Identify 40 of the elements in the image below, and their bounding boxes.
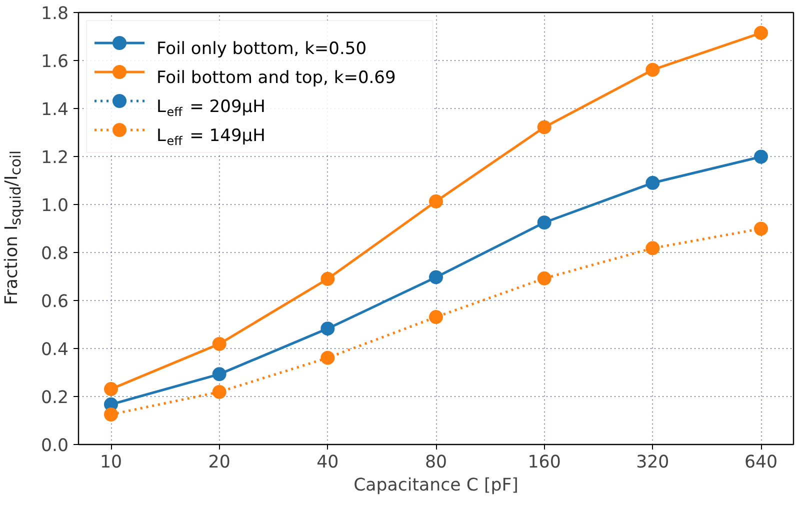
x-tick-label: 640 — [744, 452, 778, 472]
point — [754, 222, 768, 236]
point — [646, 176, 660, 190]
y-tick-label: 0.0 — [40, 436, 69, 456]
x-tick-label: 10 — [100, 452, 122, 472]
y-tick-label: 0.2 — [40, 388, 69, 408]
point — [104, 408, 118, 422]
point — [212, 384, 226, 399]
point — [212, 367, 226, 382]
y-tick-label: 1.2 — [40, 148, 69, 168]
x-tick-label: 320 — [636, 452, 670, 472]
y-tick-label: 0.8 — [40, 244, 69, 264]
point — [429, 270, 443, 284]
point — [537, 271, 552, 286]
x-tick-label: 160 — [528, 452, 561, 472]
point — [429, 194, 443, 208]
x-tick-label: 40 — [316, 452, 339, 472]
legend-label: Foil only bottom, k=0.50 — [156, 39, 367, 59]
x-axis-title: Capacitance C [pF] — [354, 476, 518, 496]
point — [320, 272, 335, 286]
point — [537, 216, 552, 230]
point — [212, 336, 226, 351]
y-tick-label: 1.0 — [40, 196, 69, 216]
point — [754, 150, 768, 164]
y-tick-label: 1.6 — [40, 52, 69, 72]
legend-label: Foil bottom and top, k=0.69 — [156, 68, 396, 88]
point — [429, 310, 443, 324]
point — [320, 322, 335, 336]
point — [320, 350, 335, 365]
point — [646, 241, 660, 256]
point — [646, 62, 660, 77]
y-tick-label: 0.4 — [40, 340, 69, 360]
y-tick-label: 1.4 — [40, 100, 69, 120]
x-tick-label: 80 — [424, 452, 448, 472]
point — [537, 120, 552, 134]
point — [754, 26, 768, 40]
x-tick-label: 20 — [208, 452, 230, 472]
point — [104, 382, 118, 396]
y-tick-label: 0.6 — [40, 292, 69, 312]
y-tick-label: 1.8 — [40, 4, 69, 24]
